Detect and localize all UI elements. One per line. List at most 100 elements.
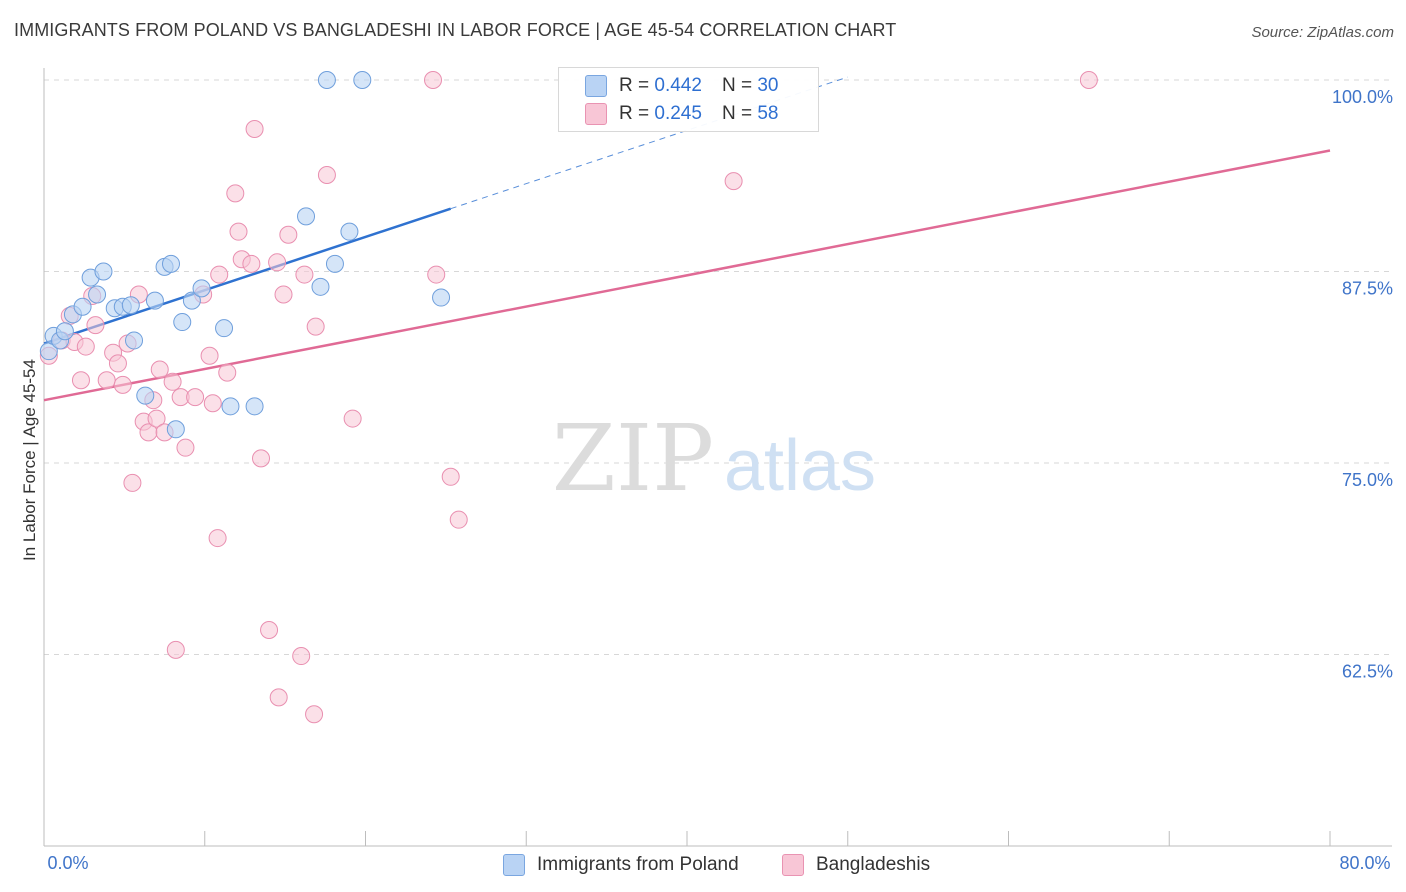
poland-trend-line bbox=[43, 207, 452, 345]
bangladeshi-point bbox=[163, 372, 182, 391]
bangladeshi-point bbox=[76, 337, 95, 356]
poland-legend-swatch bbox=[503, 854, 525, 876]
poland-points bbox=[39, 71, 451, 439]
trendlines bbox=[43, 76, 1331, 402]
bangladeshi-point bbox=[229, 222, 248, 241]
bangladeshi-point bbox=[113, 375, 132, 394]
bangladeshi-point bbox=[274, 285, 293, 304]
r-label-poland: R = bbox=[619, 75, 650, 96]
bangladeshi-point bbox=[269, 688, 288, 707]
poland-point bbox=[73, 297, 92, 316]
bangladeshi-point bbox=[147, 409, 166, 428]
poland-point bbox=[432, 288, 451, 307]
bangladeshi-legend-label: Bangladeshis bbox=[816, 854, 931, 875]
bangladeshi-point bbox=[123, 473, 142, 492]
poland-point bbox=[297, 207, 316, 226]
bottom-legend-poland: Immigrants from Poland bbox=[503, 852, 739, 878]
bangladeshi-legend-swatch bbox=[782, 854, 804, 876]
n-label-poland: N = bbox=[721, 75, 753, 96]
poland-point bbox=[121, 296, 140, 315]
poland-point bbox=[221, 397, 240, 416]
bangladeshi-point bbox=[176, 438, 195, 457]
bangladeshi-point bbox=[268, 253, 287, 272]
bangladeshi-point bbox=[242, 254, 261, 273]
bangladeshi-point bbox=[252, 449, 271, 468]
stats-legend: R = 0.442 N = 30 R = 0.245 N = 58 bbox=[558, 67, 819, 132]
poland-point bbox=[311, 277, 330, 296]
bangladeshi-point bbox=[292, 647, 311, 666]
bangladeshi-point bbox=[203, 394, 222, 413]
bangladeshi-point bbox=[1079, 71, 1098, 89]
source-label: Source: ZipAtlas.com bbox=[1251, 24, 1394, 41]
bangladeshi-point bbox=[71, 371, 90, 390]
bottom-legend-bangladeshi: Bangladeshis bbox=[782, 852, 930, 878]
bangladeshi-trend-line bbox=[43, 149, 1331, 402]
bangladeshi-point bbox=[226, 184, 245, 203]
watermark-zip: ZIP bbox=[552, 405, 714, 512]
bangladeshi-point bbox=[210, 265, 229, 284]
bangladeshi-point bbox=[97, 371, 116, 390]
n-value-poland: 30 bbox=[757, 75, 779, 96]
bangladeshi-point bbox=[108, 354, 127, 373]
bangladeshi-point bbox=[150, 360, 169, 379]
poland-point bbox=[340, 222, 359, 241]
poland-point bbox=[173, 313, 192, 332]
n-label-bangladeshi: N = bbox=[721, 103, 753, 124]
poland-point bbox=[353, 71, 372, 89]
n-value-bangladeshi: 58 bbox=[757, 103, 779, 124]
y-tick-label: 62.5% bbox=[1342, 662, 1393, 682]
bangladeshi-point bbox=[200, 346, 219, 365]
bangladeshi-points bbox=[39, 71, 1098, 724]
axes bbox=[43, 68, 1392, 847]
bangladeshi-point bbox=[317, 165, 336, 184]
legend-row-bangladeshi: R = 0.245 N = 58 bbox=[585, 101, 778, 127]
poland-point bbox=[317, 71, 336, 89]
bangladeshi-point bbox=[724, 172, 743, 191]
y-tick-label: 100.0% bbox=[1332, 87, 1393, 107]
poland-point bbox=[145, 291, 164, 310]
r-value-poland: 0.442 bbox=[654, 75, 702, 96]
poland-point bbox=[88, 285, 107, 304]
poland-point bbox=[55, 322, 74, 341]
bangladeshi-point bbox=[260, 620, 279, 639]
legend-row-poland: R = 0.442 N = 30 bbox=[585, 73, 778, 99]
bangladeshi-point bbox=[441, 467, 460, 486]
poland-point bbox=[245, 397, 264, 416]
bangladeshi-point bbox=[245, 120, 264, 139]
bangladeshi-point bbox=[208, 529, 227, 548]
x-tick-label-max: 80.0% bbox=[1339, 853, 1390, 873]
poland-point bbox=[215, 319, 234, 338]
gridlines bbox=[44, 79, 1392, 655]
x-tick-label-min: 0.0% bbox=[47, 853, 88, 873]
bangladeshi-point bbox=[166, 640, 185, 659]
bangladeshi-point bbox=[449, 510, 468, 529]
bangladeshi-point bbox=[305, 705, 324, 724]
bangladeshi-point bbox=[306, 317, 325, 336]
bangladeshi-point bbox=[424, 71, 443, 89]
y-tick-label: 75.0% bbox=[1342, 470, 1393, 490]
y-tick-label: 87.5% bbox=[1342, 279, 1393, 299]
bangladeshi-point bbox=[427, 265, 446, 284]
bangladeshi-point bbox=[295, 265, 314, 284]
poland-legend-label: Immigrants from Poland bbox=[537, 854, 739, 875]
bangladeshi-point bbox=[343, 409, 362, 428]
bangladeshi-point bbox=[86, 316, 105, 335]
poland-point bbox=[136, 386, 155, 405]
tick-labels: 62.5% 75.0% 87.5% 100.0% 0.0% 80.0% bbox=[47, 87, 1393, 873]
poland-swatch bbox=[585, 75, 607, 97]
poland-point bbox=[166, 420, 185, 439]
poland-point bbox=[94, 262, 113, 281]
bangladeshi-point bbox=[279, 225, 298, 244]
bangladeshi-point bbox=[218, 363, 237, 382]
poland-point bbox=[192, 279, 211, 298]
poland-trend-extension bbox=[450, 76, 848, 210]
poland-point bbox=[161, 254, 180, 273]
r-value-bangladeshi: 0.245 bbox=[654, 103, 702, 124]
watermark-atlas: atlas bbox=[724, 426, 876, 506]
poland-point bbox=[125, 331, 144, 350]
bangladeshi-point bbox=[186, 388, 205, 407]
chart-title: IMMIGRANTS FROM POLAND VS BANGLADESHI IN… bbox=[14, 20, 897, 40]
bangladeshi-swatch bbox=[585, 103, 607, 125]
poland-point bbox=[325, 254, 344, 273]
